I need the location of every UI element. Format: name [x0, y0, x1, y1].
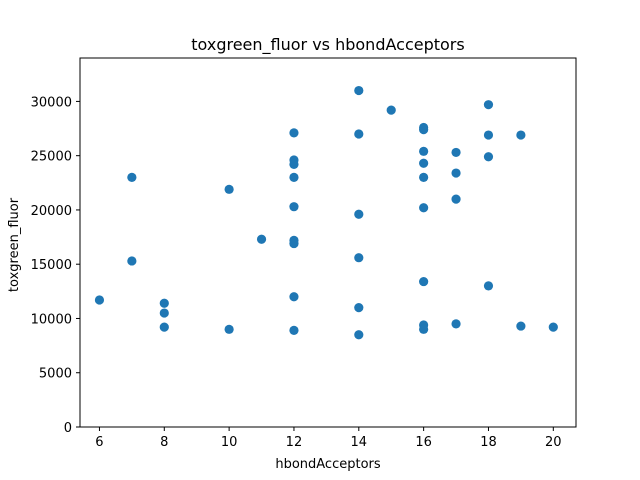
- y-tick-label: 15000: [31, 258, 72, 273]
- data-point-40: [483, 152, 494, 162]
- data-point-15: [289, 238, 299, 249]
- x-tick-label: 12: [286, 435, 303, 450]
- data-point-2: [127, 256, 137, 266]
- data-point-38: [483, 100, 494, 110]
- x-tick-label: 8: [160, 435, 168, 450]
- data-point-4: [159, 308, 169, 318]
- data-point-26: [419, 125, 429, 135]
- data-point-23: [354, 330, 364, 340]
- data-point-18: [354, 85, 364, 96]
- data-point-44: [548, 322, 558, 332]
- data-point-11: [289, 159, 299, 169]
- x-tick-label: 10: [221, 435, 238, 450]
- data-point-28: [419, 158, 429, 168]
- data-point-12: [289, 172, 299, 182]
- data-point-29: [419, 172, 429, 182]
- y-axis-ticks: 0 5000 10000 15000 20000 25000 30000: [31, 95, 80, 436]
- data-point-31: [419, 276, 429, 287]
- data-point-39: [483, 130, 494, 140]
- data-point-17: [289, 325, 299, 336]
- y-tick-label: 0: [64, 421, 72, 436]
- data-point-22: [354, 303, 364, 313]
- data-point-21: [354, 253, 364, 263]
- data-point-42: [516, 130, 526, 140]
- data-point-13: [289, 202, 299, 212]
- y-axis-label: toxgreen_fluor: [7, 197, 22, 292]
- data-point-7: [224, 324, 234, 334]
- data-point-35: [451, 168, 461, 178]
- data-point-8: [256, 234, 267, 244]
- x-tick-label: 14: [351, 435, 368, 450]
- x-tick-label: 16: [415, 435, 432, 450]
- data-point-3: [159, 298, 169, 308]
- chart-title: toxgreen_fluor vs hbondAcceptors: [191, 35, 464, 55]
- data-point-19: [354, 129, 364, 139]
- y-tick-label: 20000: [31, 204, 72, 219]
- y-tick-label: 5000: [39, 367, 72, 382]
- x-tick-label: 20: [545, 435, 562, 450]
- x-tick-label: 18: [480, 435, 497, 450]
- data-point-6: [224, 184, 234, 194]
- data-point-20: [354, 209, 364, 219]
- data-point-36: [451, 194, 461, 204]
- data-points: [94, 85, 558, 340]
- data-point-24: [386, 105, 396, 115]
- data-point-33: [419, 324, 429, 334]
- data-point-0: [94, 295, 105, 305]
- x-axis-ticks: 6 8 10 12 14 16 18 20: [95, 427, 562, 450]
- y-tick-label: 10000: [31, 312, 72, 327]
- data-point-37: [451, 319, 461, 329]
- plot-frame: [79, 57, 577, 428]
- data-point-27: [419, 146, 429, 156]
- data-point-41: [483, 281, 494, 291]
- x-axis-label: hbondAcceptors: [275, 457, 381, 472]
- y-tick-label: 25000: [31, 150, 72, 165]
- data-point-5: [159, 322, 169, 332]
- data-point-30: [419, 203, 429, 213]
- y-tick-label: 30000: [31, 95, 72, 110]
- data-point-1: [127, 172, 137, 182]
- data-point-16: [289, 292, 299, 302]
- x-tick-label: 6: [95, 435, 103, 450]
- data-point-34: [451, 147, 461, 158]
- data-point-9: [289, 128, 299, 138]
- data-point-43: [516, 321, 526, 331]
